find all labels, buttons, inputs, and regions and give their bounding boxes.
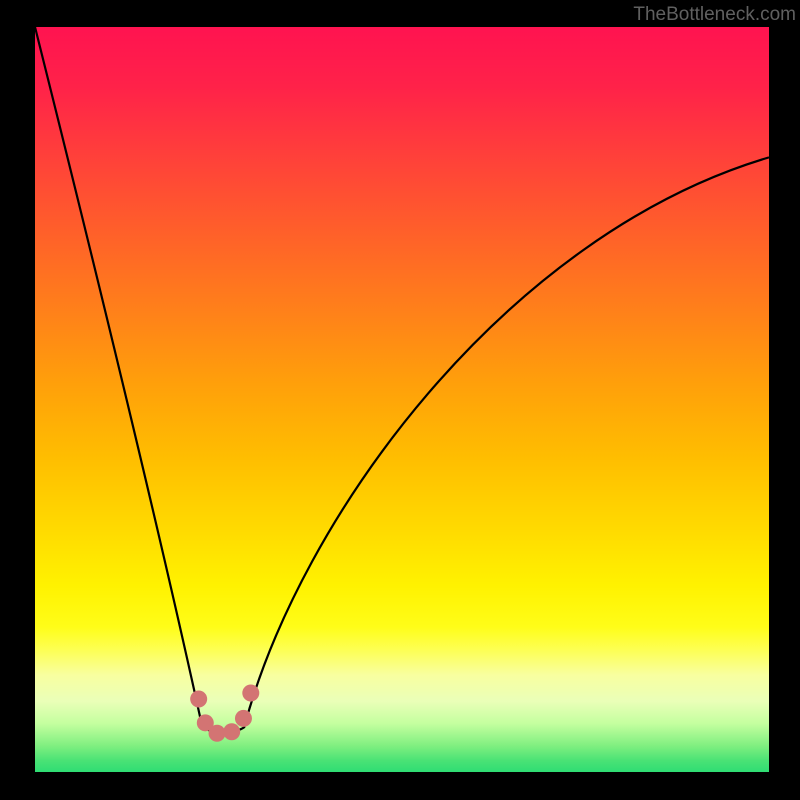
trough-marker-dot [209, 725, 226, 742]
trough-marker-dot [242, 685, 259, 702]
chart-svg [0, 0, 800, 800]
trough-marker-dot [190, 690, 207, 707]
plot-background [35, 27, 769, 772]
watermark-text: TheBottleneck.com [633, 4, 796, 26]
trough-marker-dot [235, 710, 252, 727]
trough-marker-dot [223, 723, 240, 740]
